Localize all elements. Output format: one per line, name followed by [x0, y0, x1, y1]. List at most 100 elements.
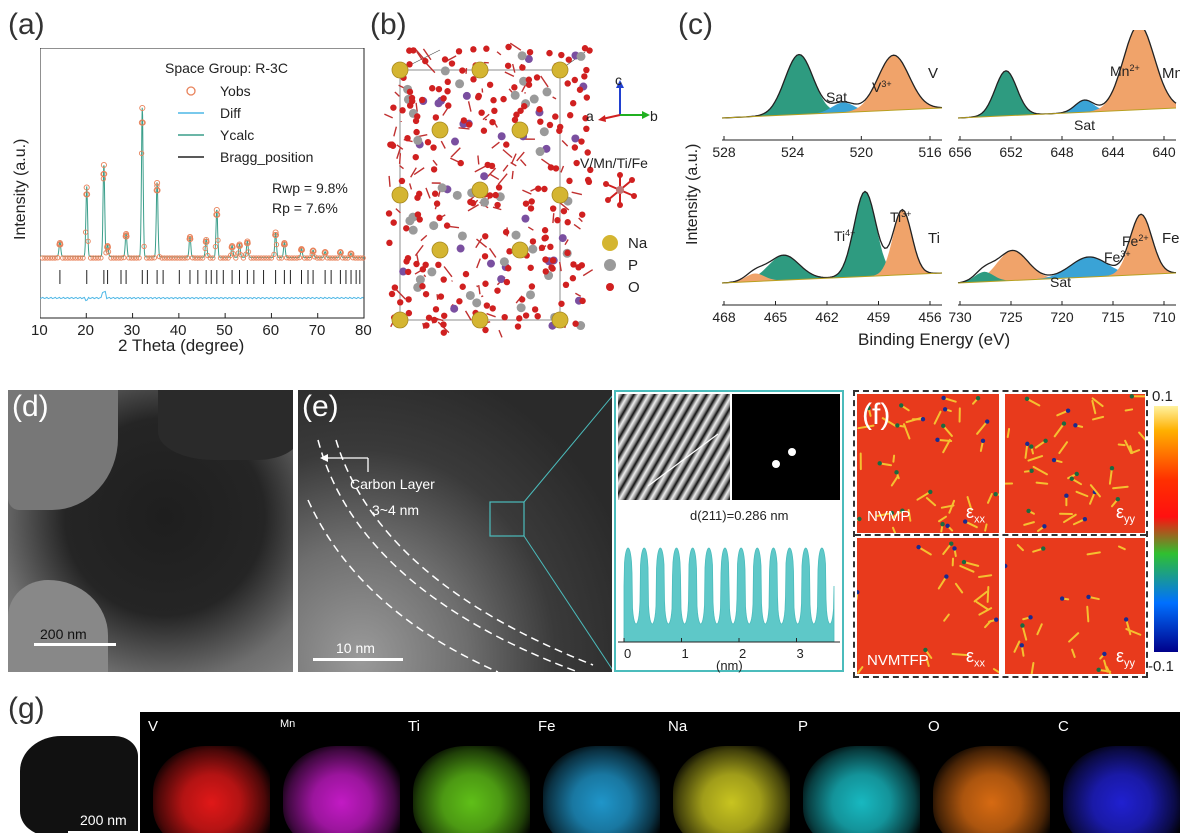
bond: [511, 63, 516, 73]
eds-map-signal: [803, 745, 920, 833]
p-atom: [526, 290, 536, 300]
bond: [467, 204, 479, 212]
o-atom: [538, 244, 546, 252]
o-atom: [513, 111, 520, 118]
o-atom: [486, 192, 494, 199]
strain-defect: [961, 559, 967, 565]
yobs-point: [314, 255, 320, 261]
strain-defect: [900, 508, 905, 513]
o-atom: [478, 109, 485, 116]
xps-background: [957, 272, 1177, 284]
na-atom: [551, 61, 569, 79]
o-atom: [440, 329, 448, 336]
strain-streak: [975, 600, 990, 611]
yobs-point: [360, 255, 366, 261]
yobs-point: [258, 255, 264, 261]
bond: [573, 223, 581, 230]
transition-metal-atom: [456, 244, 465, 253]
strain-defect: [1096, 667, 1101, 673]
strain-streak: [1125, 628, 1142, 636]
o-atom: [504, 62, 512, 69]
axis-c-label: c: [615, 72, 622, 88]
yobs-point: [197, 255, 203, 261]
strain-streak: [1086, 605, 1090, 623]
yobs-point: [304, 255, 310, 261]
e-inset: d(211)=0.286 nm 0 1 2 3 (nm): [614, 390, 844, 673]
yobs-point: [44, 255, 51, 261]
strain-streak: [925, 497, 937, 507]
yobs-point: [215, 237, 221, 243]
yobs-point: [312, 254, 318, 260]
o-atom: [422, 290, 430, 298]
yobs-point: [240, 255, 247, 261]
strain-streak: [984, 523, 988, 532]
bond: [578, 217, 583, 223]
xps-tick-label: 456: [918, 309, 942, 325]
legend-diff: Diff: [178, 102, 313, 124]
o-atom: [582, 115, 589, 122]
na-atom: [471, 311, 489, 329]
o-atom: [562, 281, 570, 289]
yobs-point: [172, 255, 178, 261]
legend-bragg: Bragg_position: [178, 146, 313, 168]
xps-fit-peak: [958, 257, 1176, 283]
strain-streak: [962, 561, 980, 567]
p-atom: [472, 298, 482, 308]
o-atom: [390, 104, 397, 111]
legend-na: Na: [600, 232, 647, 254]
xps-envelope: [721, 53, 943, 119]
xps-tick-label: 720: [1050, 309, 1074, 325]
p-atom: [429, 221, 439, 231]
bond: [476, 238, 488, 248]
na-atom: [391, 186, 409, 204]
o-atom: [406, 47, 413, 54]
xps-tick-label: 459: [867, 309, 891, 325]
bond: [424, 61, 436, 74]
haadf-particle: [20, 736, 138, 833]
yobs-point: [245, 249, 252, 255]
o-atom: [445, 102, 452, 109]
intensity-profile: [618, 502, 840, 670]
xps-label-sat-fe: Sat: [1050, 274, 1071, 290]
yobs-point: [268, 255, 275, 261]
yobs-point: [47, 255, 53, 261]
legend-o: O: [600, 276, 647, 298]
strain-streak: [891, 526, 898, 539]
strain-defect: [993, 491, 998, 497]
yobs-point: [348, 250, 355, 257]
strain-streak: [1091, 399, 1097, 415]
xps-element-label: Fe: [1162, 230, 1180, 247]
strain-defect: [899, 403, 904, 408]
bond: [475, 238, 483, 249]
o-atom: [403, 225, 410, 232]
bond: [388, 175, 391, 187]
strain-streak: [1124, 408, 1134, 412]
strain-streak: [1068, 632, 1080, 643]
strain-nvmtfp-xx: [855, 538, 1008, 678]
xps-fit-peak: [958, 30, 1176, 118]
xps-tick-label: 520: [850, 144, 874, 160]
strain-streak: [933, 410, 942, 425]
o-atom: [581, 73, 588, 80]
o-atom: [444, 78, 451, 86]
bond: [396, 144, 404, 150]
bond: [442, 106, 449, 116]
haadf-image: 200 nm: [14, 728, 138, 833]
strain-defect: [975, 395, 981, 401]
strain-streak: [1024, 442, 1029, 459]
yobs-point: [174, 255, 180, 261]
o-atom: [547, 243, 554, 251]
o-atom: [429, 85, 436, 92]
strain-streak: [876, 511, 893, 517]
yobs-point: [126, 255, 132, 261]
strain-defect: [1003, 563, 1008, 569]
o-atom: [575, 264, 582, 271]
yobs-point: [244, 240, 251, 247]
eds-map-ti: Ti: [400, 712, 530, 833]
yobs-point: [141, 243, 147, 250]
o-atom: [440, 321, 447, 328]
na-atom: [551, 186, 569, 204]
o-atom: [503, 141, 510, 148]
xps-tick-label: 652: [999, 144, 1023, 160]
bond: [420, 234, 428, 242]
